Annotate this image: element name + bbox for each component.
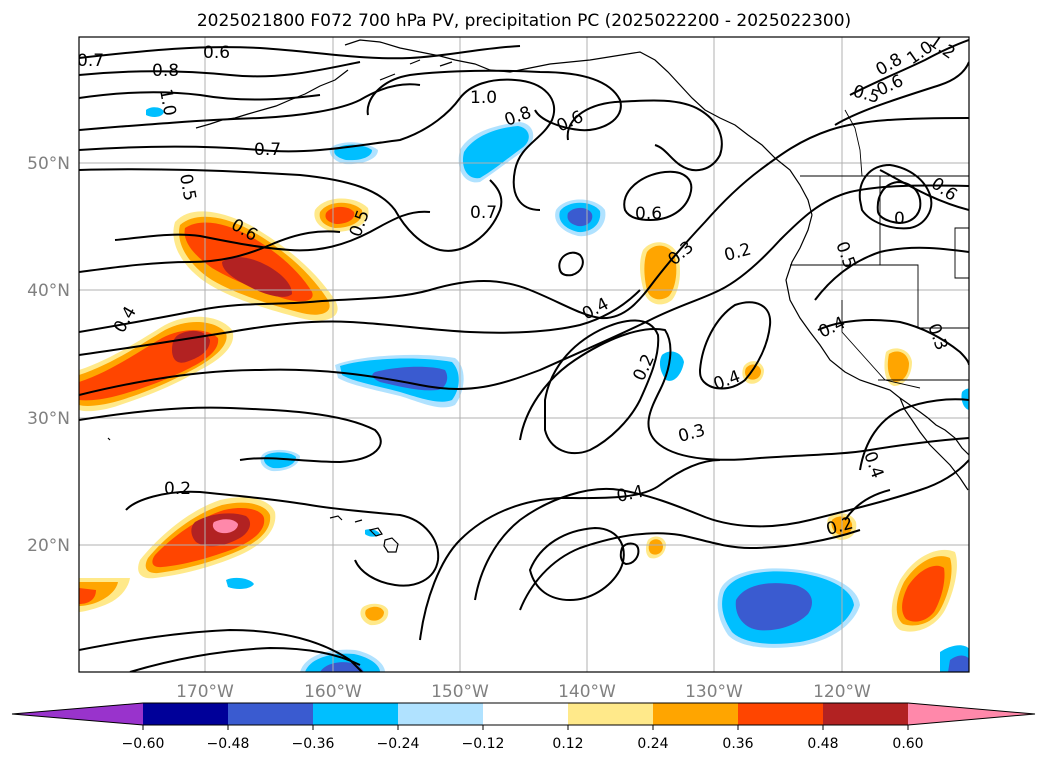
latitude-labels: 50°N 40°N 30°N 20°N [27,154,70,556]
colorbar-tick-label: 0.12 [552,736,583,752]
contour-label: 0.5 [175,172,199,202]
colorbar-swatch [823,703,908,725]
colorbar-swatch [568,703,653,725]
colorbar: −0.60 −0.48 −0.36 −0.24 −0.12 0.12 0.24 0.36 0.4… [11,702,1036,752]
lat-tick-label: 20°N [27,536,70,556]
colorbar-swatch [483,703,568,725]
colorbar-tick-label: 0.24 [637,736,668,752]
contour-label: 0.2 [164,479,191,499]
colorbar-tick-label: −0.12 [462,736,505,752]
contour-label: 0.7 [77,51,104,71]
colorbar-swatch [143,703,228,725]
gridlines [79,37,969,672]
contour-label: 1.0 [155,87,179,117]
colorbar-swatch [653,703,738,725]
contour-label: 0.6 [635,204,662,224]
colorbar-extend-high [908,703,1035,725]
colorbar-swatch [738,703,823,725]
lon-tick-label: 150°W [431,682,489,702]
pv-contours [79,39,969,672]
colorbar-swatch [313,703,398,725]
contour-label: 0.6 [203,43,230,63]
colorbar-swatch [398,703,483,725]
colorbar-extend-low [12,703,143,725]
map-panel: 0.7 0.6 0.8 1.0 1.0 0.8 0.6 0.7 0.5 0.6 … [77,36,970,673]
lon-tick-label: 170°W [176,682,234,702]
longitude-labels: 170°W 160°W 150°W 140°W 130°W 120°W [176,682,871,702]
precip-fill-layer [79,107,969,672]
colorbar-swatch [228,703,313,725]
colorbar-tick-label: −0.36 [292,736,335,752]
contour-label: 0.7 [254,140,281,160]
contour-label: 0 [894,209,905,229]
colorbar-tick-label: 0.48 [807,736,838,752]
colorbar-tick-label: 0.36 [722,736,753,752]
contour-label: 1.0 [470,88,497,108]
lat-tick-label: 40°N [27,281,70,301]
lon-tick-label: 120°W [813,682,871,702]
lon-tick-label: 160°W [304,682,362,702]
lon-tick-label: 130°W [685,682,743,702]
lat-tick-label: 30°N [27,409,70,429]
colorbar-tick-label: −0.60 [122,736,165,752]
lon-tick-label: 140°W [558,682,616,702]
contour-label: 0.8 [152,61,179,81]
figure-title: 2025021800 F072 700 hPa PV, precipitatio… [197,11,851,31]
colorbar-tick-label: 0.60 [892,736,923,752]
contour-label: 0.7 [470,203,497,223]
colorbar-tick-label: −0.48 [207,736,250,752]
lat-tick-label: 50°N [27,154,70,174]
colorbar-tick-label: −0.24 [377,736,420,752]
